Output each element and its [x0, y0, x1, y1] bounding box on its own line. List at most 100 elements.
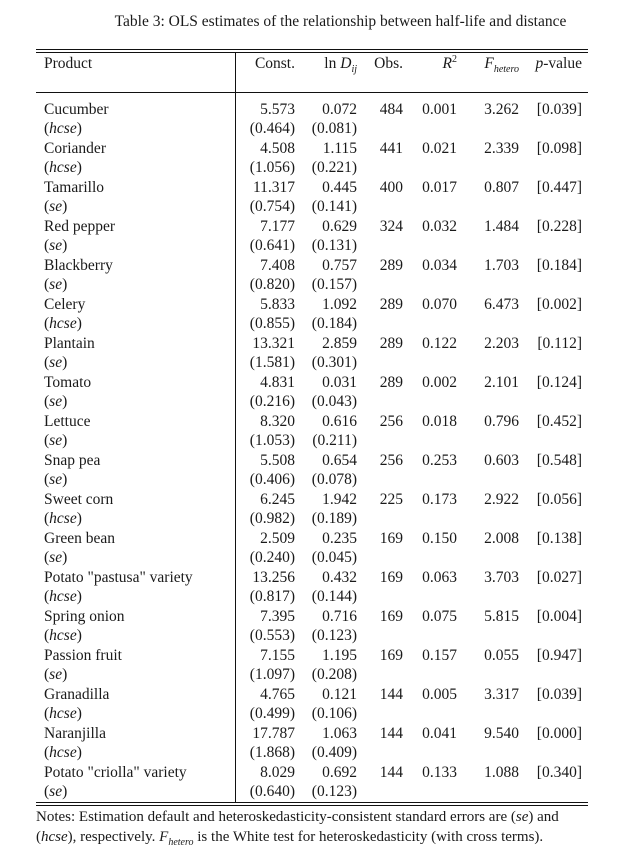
empty-cell [463, 470, 525, 490]
empty-cell [409, 275, 463, 295]
obs-count: 256 [379, 412, 403, 430]
f-hetero: 3.703 [484, 568, 519, 586]
empty-cell [409, 236, 463, 256]
const-estimate: 4.765 [260, 685, 295, 703]
table-row-se: (hcse) (0.499) (0.106) [36, 704, 588, 724]
const-std-error: (0.216) [249, 393, 295, 410]
const-estimate: 7.177 [260, 217, 295, 235]
table-body: Cucumber 5.573 0.072 484 0.001 3.262 [0.039] (h… [36, 92, 588, 802]
empty-cell [409, 353, 463, 373]
table-row: Plantain 13.321 2.859 289 0.122 2.203 [0.112] [36, 333, 588, 353]
product-name: Potato "pastusa" variety [36, 567, 236, 587]
f-hetero: 1.088 [484, 763, 519, 781]
obs-count: 289 [379, 334, 403, 352]
table-notes: Notes: Estimation default and heterosked… [36, 808, 559, 848]
r-squared: 0.063 [422, 568, 457, 586]
ln-distance-estimate: 0.629 [322, 217, 357, 235]
ln-distance-std-error: (0.045) [311, 549, 357, 566]
ln-distance-estimate: 0.072 [322, 100, 357, 118]
p-value: [0.039] [536, 685, 582, 703]
empty-cell [463, 392, 525, 412]
table-row-se: (se) (1.097) (0.208) [36, 665, 588, 685]
p-value: [0.027] [536, 568, 582, 586]
empty-cell [363, 704, 409, 724]
const-estimate: 7.395 [260, 607, 295, 625]
r-squared: 0.021 [422, 139, 457, 157]
ln-distance-estimate: 0.692 [322, 763, 357, 781]
obs-count: 144 [379, 763, 403, 781]
table-row-se: (se) (0.216) (0.043) [36, 392, 588, 412]
ln-distance-std-error: (0.221) [311, 159, 357, 176]
const-estimate: 5.833 [260, 295, 295, 313]
table-row: Red pepper 7.177 0.629 324 0.032 1.484 [0.228] [36, 216, 588, 236]
se-type-label: (hcse) [36, 158, 236, 178]
const-estimate: 5.573 [260, 100, 295, 118]
empty-cell [363, 314, 409, 334]
ln-distance-estimate: 1.115 [322, 139, 357, 157]
const-std-error: (0.820) [249, 276, 295, 293]
table-row-se: (se) (0.640) (0.123) [36, 782, 588, 802]
empty-cell [463, 431, 525, 451]
table-row-se: (hcse) (0.464) (0.081) [36, 119, 588, 139]
ln-distance-std-error: (0.078) [311, 471, 357, 488]
table-row: Sweet corn 6.245 1.942 225 0.173 2.922 [0.056] [36, 489, 588, 509]
se-type-label: (se) [36, 431, 236, 451]
empty-cell [363, 665, 409, 685]
f-hetero: 2.203 [484, 334, 519, 352]
empty-cell [463, 353, 525, 373]
empty-cell [525, 431, 588, 451]
se-type-label: (se) [36, 548, 236, 568]
empty-cell [525, 392, 588, 412]
ln-distance-estimate: 1.942 [322, 490, 357, 508]
empty-cell [463, 665, 525, 685]
table-row: Cucumber 5.573 0.072 484 0.001 3.262 [0.039] [36, 92, 588, 119]
product-name: Plantain [36, 333, 236, 353]
const-estimate: 4.508 [260, 139, 295, 157]
se-type-label: (se) [36, 275, 236, 295]
ln-distance-estimate: 0.031 [322, 373, 357, 391]
empty-cell [463, 743, 525, 763]
empty-cell [409, 626, 463, 646]
empty-cell [409, 158, 463, 178]
table-row: Snap pea 5.508 0.654 256 0.253 0.603 [0.548] [36, 450, 588, 470]
table-row: Coriander 4.508 1.115 441 0.021 2.339 [0.098] [36, 138, 588, 158]
table-row-se: (se) (1.581) (0.301) [36, 353, 588, 373]
empty-cell [525, 275, 588, 295]
empty-cell [363, 782, 409, 802]
const-std-error: (0.240) [249, 549, 295, 566]
empty-cell [363, 470, 409, 490]
r-squared: 0.122 [422, 334, 457, 352]
bottom-double-rule [36, 801, 588, 806]
table-row-se: (hcse) (0.817) (0.144) [36, 587, 588, 607]
p-value: [0.340] [536, 763, 582, 781]
empty-cell [463, 236, 525, 256]
r-squared: 0.070 [422, 295, 457, 313]
p-value: [0.947] [536, 646, 582, 664]
obs-count: 289 [379, 373, 403, 391]
ln-distance-std-error: (0.123) [311, 627, 357, 644]
empty-cell [409, 587, 463, 607]
product-name: Spring onion [36, 606, 236, 626]
empty-cell [363, 158, 409, 178]
empty-cell [409, 782, 463, 802]
ln-distance-estimate: 0.235 [322, 529, 357, 547]
const-std-error: (0.464) [249, 120, 295, 137]
ln-distance-std-error: (0.189) [311, 510, 357, 527]
empty-cell [363, 548, 409, 568]
table-row-se: (hcse) (0.855) (0.184) [36, 314, 588, 334]
table-row-se: (hcse) (0.982) (0.189) [36, 509, 588, 529]
empty-cell [363, 275, 409, 295]
ln-distance-std-error: (0.043) [311, 393, 357, 410]
r-squared: 0.032 [422, 217, 457, 235]
obs-count: 289 [379, 256, 403, 274]
ln-distance-std-error: (0.131) [311, 237, 357, 254]
f-hetero: 2.008 [484, 529, 519, 547]
p-value: [0.056] [536, 490, 582, 508]
ln-distance-estimate: 0.432 [322, 568, 357, 586]
const-estimate: 13.256 [252, 568, 295, 586]
se-type-label: (hcse) [36, 704, 236, 724]
empty-cell [463, 626, 525, 646]
p-value: [0.447] [536, 178, 582, 196]
const-std-error: (1.581) [249, 354, 295, 371]
p-value: [0.228] [536, 217, 582, 235]
